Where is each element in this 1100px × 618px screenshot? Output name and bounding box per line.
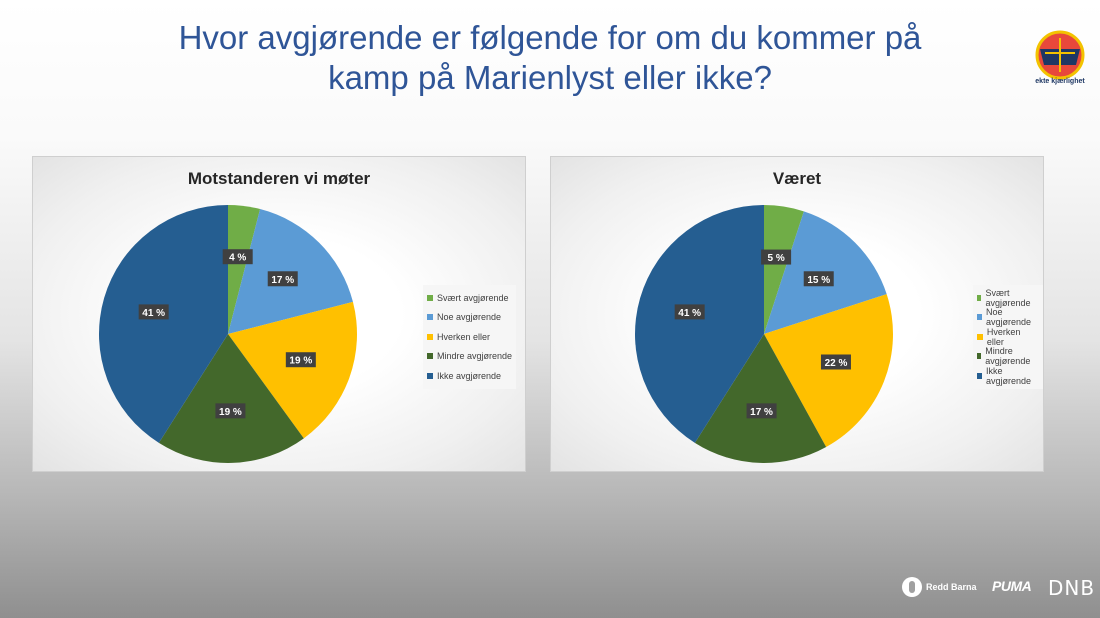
data-label: 17 % xyxy=(267,271,298,287)
legend-swatch xyxy=(977,353,982,360)
data-label-text: 15 % xyxy=(807,275,830,286)
legend: Svært avgjørende Noe avgjørende Hverken … xyxy=(973,285,1043,389)
legend-item: Ikke avgjørende xyxy=(977,366,1039,386)
legend-label: Mindre avgjørende xyxy=(985,346,1031,367)
pie-slice-ikke-avgjørende xyxy=(635,205,764,443)
pie-slice-ikke-avgjørende xyxy=(99,205,229,443)
chart-panel-opponent: 4 % 17 % 19 % 19 % 41 % Motstanderen vi møte… xyxy=(32,156,526,472)
data-label-text: 19 % xyxy=(219,407,242,418)
redd-barna-logo: Redd Barna xyxy=(902,570,977,604)
legend-item: Hverken eller xyxy=(427,327,512,347)
legend-swatch xyxy=(977,294,982,301)
data-label-text: 41 % xyxy=(142,308,165,319)
data-label-text: 17 % xyxy=(750,407,773,418)
data-label-box xyxy=(267,271,298,287)
club-crest-logo xyxy=(1035,30,1085,80)
legend-label: Svært avgjørende xyxy=(437,292,509,303)
legend-swatch xyxy=(427,294,433,301)
data-label: 41 % xyxy=(674,304,705,320)
chart-title: Motstanderen vi møter xyxy=(187,169,371,188)
data-label: 22 % xyxy=(820,354,851,370)
pie-chart-opponent: 4 % 17 % 19 % 19 % 41 % xyxy=(99,205,358,463)
puma-logo: PUMA xyxy=(992,578,1032,594)
data-label-box xyxy=(674,304,705,320)
data-label: 5 % xyxy=(761,249,792,265)
legend-item: Noe avgjørende xyxy=(427,308,512,328)
legend-swatch xyxy=(977,314,982,321)
legend-swatch xyxy=(427,353,433,360)
pie-slice-mindre-avgjørende xyxy=(158,334,304,463)
legend-swatch xyxy=(427,372,433,379)
pie-chart-weather: 5 % 15 % 22 % 17 % 41 % xyxy=(635,205,893,463)
child-icon xyxy=(902,577,922,597)
data-label-box xyxy=(138,304,169,320)
legend-swatch xyxy=(427,333,433,340)
pie-slice-hverken-eller xyxy=(764,294,893,448)
data-label: 19 % xyxy=(215,403,246,419)
data-label-box xyxy=(222,249,253,265)
legend-label: Svært avgjørende xyxy=(985,287,1031,308)
legend-label: Hverken eller xyxy=(986,326,1021,347)
legend-item: Hverken eller xyxy=(977,327,1039,347)
pie-slice-mindre-avgjørende xyxy=(694,334,827,463)
legend-label: Ikke avgjørende xyxy=(437,370,502,381)
chart-panel-weather: 5 % 15 % 22 % 17 % 41 % Været Svært avgjøren… xyxy=(550,156,1044,472)
data-label-box xyxy=(285,352,316,368)
legend-label: Hverken eller xyxy=(437,331,491,342)
data-label: 15 % xyxy=(803,271,834,287)
legend-item: Mindre avgjørende xyxy=(427,347,512,367)
legend-swatch xyxy=(977,372,982,379)
pie-slice-svært-avgjørende xyxy=(764,205,804,334)
data-label-box xyxy=(803,271,834,287)
redd-barna-text: Redd Barna xyxy=(926,582,977,592)
pie-slice-svært-avgjørende xyxy=(228,205,261,334)
legend-swatch xyxy=(977,333,983,340)
chart-title: Været xyxy=(772,169,822,188)
data-label-text: 41 % xyxy=(678,308,701,319)
data-label-text: 4 % xyxy=(229,253,246,264)
slide-title-line-2: kamp på Marienlyst eller ikke? xyxy=(328,59,772,96)
slide-title-line-1: Hvor avgjørende er følgende for om du ko… xyxy=(178,19,922,56)
data-label-box xyxy=(820,354,851,370)
legend-label: Mindre avgjørende xyxy=(437,351,513,362)
legend-label: Noe avgjørende xyxy=(437,312,502,323)
data-label-text: 17 % xyxy=(271,275,294,286)
pie-slice-hverken-eller xyxy=(228,301,358,439)
data-label: 17 % xyxy=(746,403,777,419)
legend-item: Svært avgjørende xyxy=(427,288,512,308)
legend-item: Ikke avgjørende xyxy=(427,366,512,386)
dnb-logo: DNB xyxy=(1048,576,1096,600)
logo-caption: ekte kjærlighet xyxy=(1035,78,1085,85)
data-label-text: 19 % xyxy=(289,356,312,367)
data-label: 4 % xyxy=(222,249,253,265)
data-label-text: 5 % xyxy=(767,253,784,264)
data-label: 41 % xyxy=(138,304,169,320)
legend-item: Mindre avgjørende xyxy=(977,346,1039,367)
slide-title: Hvor avgjørende er følgende for om du ko… xyxy=(120,18,980,98)
legend-label: Ikke avgjørende xyxy=(985,365,1031,386)
legend-label: Noe avgjørende xyxy=(985,307,1031,328)
legend-item: Svært avgjørende xyxy=(977,288,1039,308)
data-label-box xyxy=(215,403,246,419)
data-label: 19 % xyxy=(285,352,316,368)
data-label-box xyxy=(761,249,792,265)
legend-swatch xyxy=(427,314,433,321)
legend-item: Noe avgjørende xyxy=(977,307,1039,328)
legend: Svært avgjørende Noe avgjørende Hverken … xyxy=(423,285,517,389)
data-label-text: 22 % xyxy=(825,358,848,369)
data-label-box xyxy=(746,403,777,419)
